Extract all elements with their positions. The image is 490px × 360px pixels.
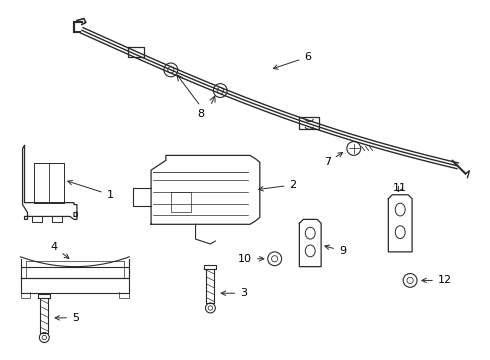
Text: 9: 9 <box>325 245 346 256</box>
Text: 2: 2 <box>259 180 296 191</box>
Text: 6: 6 <box>273 52 311 69</box>
Text: 5: 5 <box>55 313 79 323</box>
Text: 8: 8 <box>197 109 204 119</box>
Text: 10: 10 <box>238 254 264 264</box>
Text: 7: 7 <box>324 153 343 167</box>
Text: 12: 12 <box>422 275 452 285</box>
Text: 4: 4 <box>50 242 69 258</box>
Text: 11: 11 <box>393 183 407 193</box>
Text: 1: 1 <box>68 180 114 200</box>
Text: 3: 3 <box>221 288 247 298</box>
